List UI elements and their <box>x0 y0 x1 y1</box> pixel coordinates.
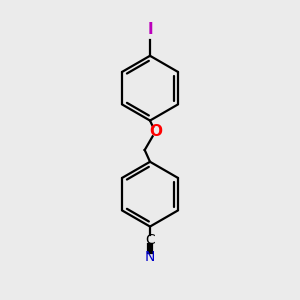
Text: C: C <box>145 233 155 247</box>
Text: I: I <box>147 22 153 37</box>
Text: N: N <box>145 250 155 265</box>
Text: O: O <box>149 124 162 139</box>
